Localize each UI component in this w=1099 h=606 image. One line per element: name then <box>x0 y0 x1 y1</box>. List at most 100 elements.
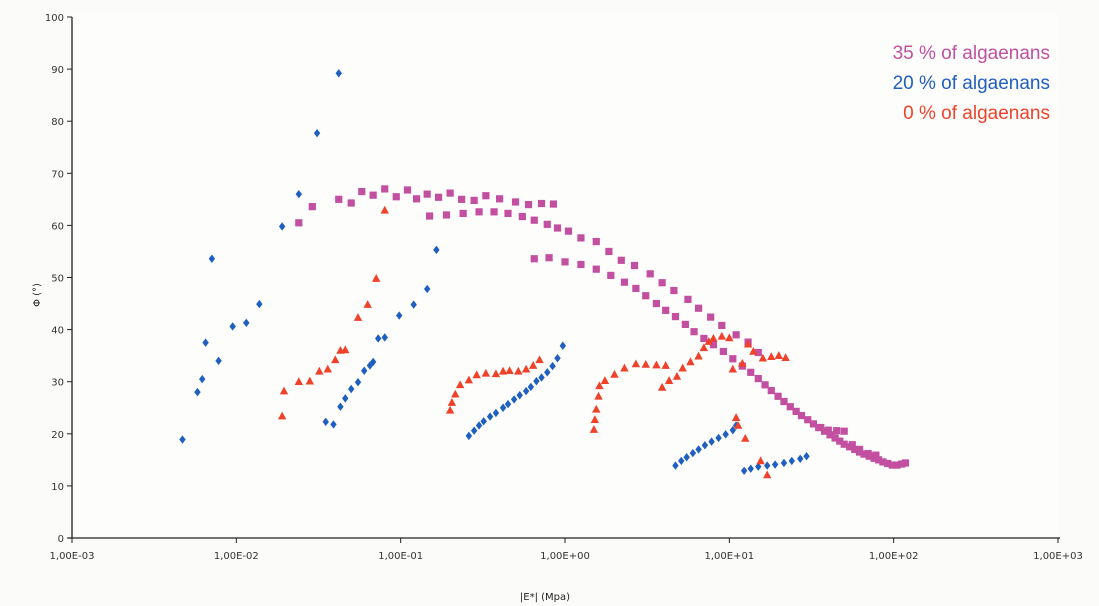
data-point <box>279 386 289 395</box>
data-point <box>504 209 512 218</box>
data-point <box>804 416 812 424</box>
data-point <box>381 333 388 342</box>
data-point <box>499 403 507 412</box>
data-point <box>458 195 466 203</box>
data-point <box>305 376 315 385</box>
data-point <box>491 369 501 378</box>
data-point <box>524 200 533 209</box>
data-point <box>561 258 569 266</box>
data-point <box>381 185 389 193</box>
data-point <box>701 441 709 450</box>
data-point <box>423 190 431 198</box>
data-point <box>683 453 690 462</box>
y-tick-label: 20 <box>51 430 64 441</box>
plot-area <box>72 15 1058 538</box>
data-point <box>590 415 600 424</box>
data-point <box>699 343 709 352</box>
data-point <box>747 368 755 376</box>
data-point <box>354 378 362 387</box>
data-point <box>756 456 765 465</box>
data-point <box>516 391 523 400</box>
data-point <box>767 386 775 395</box>
data-point <box>544 368 551 377</box>
data-point <box>482 192 490 200</box>
data-point <box>672 461 679 470</box>
data-point <box>803 452 810 461</box>
data-point <box>749 346 758 355</box>
data-point <box>607 271 615 280</box>
data-point <box>208 254 216 263</box>
data-point <box>475 421 483 430</box>
data-point <box>403 186 412 194</box>
data-point <box>455 380 465 389</box>
legend: 35 % of algaenans 20 % of algaenans 0 % … <box>893 43 1050 124</box>
data-point <box>423 284 431 294</box>
data-point <box>323 364 332 373</box>
data-point <box>684 295 692 303</box>
data-point <box>605 247 613 256</box>
data-point <box>831 434 839 442</box>
data-point <box>442 211 451 219</box>
data-point <box>277 411 287 420</box>
data-point <box>780 458 788 468</box>
data-point <box>719 347 727 356</box>
data-point <box>694 351 703 360</box>
data-point <box>199 374 206 384</box>
data-point <box>341 345 350 354</box>
y-tick-label: 40 <box>51 326 64 337</box>
data-point <box>410 300 417 309</box>
data-point <box>369 357 377 367</box>
data-point <box>763 470 772 479</box>
x-tick-label: 1,00E+03 <box>1033 551 1083 562</box>
data-point <box>833 427 841 435</box>
y-tick-label: 50 <box>51 274 64 285</box>
data-point <box>893 461 901 469</box>
data-point <box>826 431 834 439</box>
data-point <box>754 348 762 357</box>
data-point <box>294 377 304 385</box>
data-point <box>754 374 762 383</box>
data-point <box>434 193 443 201</box>
data-point <box>480 417 487 426</box>
data-point <box>530 216 538 224</box>
data-point <box>543 220 551 228</box>
data-point <box>549 200 558 208</box>
x-tick-label: 1,00E+01 <box>704 551 754 562</box>
data-point <box>642 292 650 300</box>
data-point <box>771 460 779 469</box>
data-point <box>331 355 340 364</box>
data-point <box>380 205 389 214</box>
data-point <box>786 403 794 411</box>
data-point <box>412 195 421 203</box>
data-point <box>451 389 460 398</box>
data-point <box>631 359 641 368</box>
data-point <box>709 341 718 349</box>
data-point <box>229 322 236 331</box>
data-point <box>256 299 263 309</box>
data-point <box>884 459 892 468</box>
data-point <box>511 198 520 206</box>
data-point <box>577 260 585 269</box>
data-point <box>510 395 518 404</box>
data-point <box>347 384 355 394</box>
data-point <box>347 199 355 207</box>
data-point <box>537 199 546 208</box>
data-point <box>821 427 829 435</box>
data-point <box>774 392 782 400</box>
x-tick-label: 1,00E-03 <box>50 551 95 562</box>
data-point <box>447 398 457 406</box>
data-point <box>641 360 650 368</box>
data-point <box>875 456 883 464</box>
data-point <box>202 338 209 347</box>
data-point <box>522 386 530 396</box>
data-point <box>496 195 504 203</box>
data-point <box>743 339 753 348</box>
data-point <box>528 361 538 369</box>
data-point <box>824 426 832 434</box>
data-point <box>836 437 844 445</box>
data-point <box>215 356 222 366</box>
data-point <box>652 299 661 308</box>
x-tick-label: 1,00E-02 <box>214 551 259 562</box>
data-point <box>335 195 343 203</box>
